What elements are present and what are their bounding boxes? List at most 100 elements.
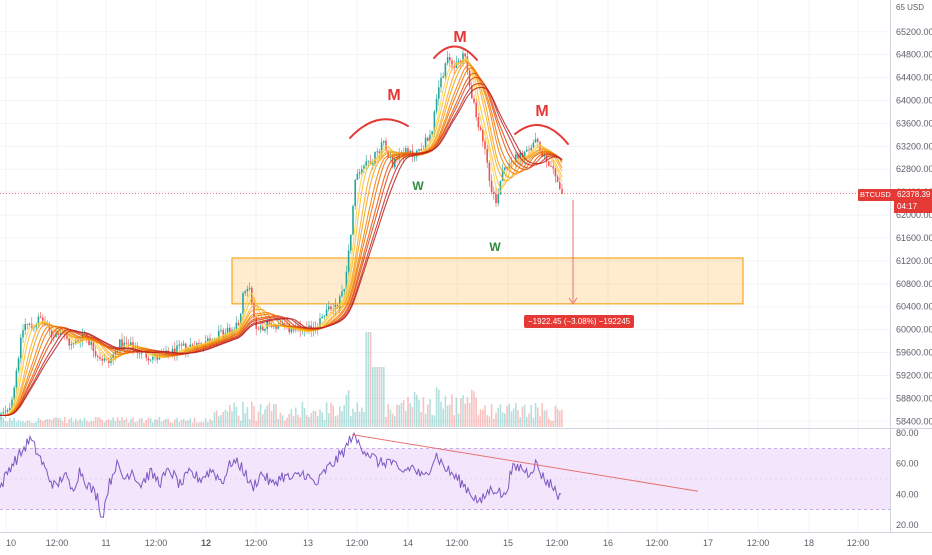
candle-body [499,181,502,195]
volume-bar [380,367,383,427]
candle-body [479,127,482,130]
volume-bar [31,422,33,427]
volume-bar [15,421,18,427]
volume-bar [143,422,145,427]
candle-body [387,150,389,158]
volume-bar [264,409,266,427]
volume-bar [372,367,374,427]
volume-bar [182,418,185,427]
volume-bar [341,411,343,427]
candle-body [561,188,563,194]
volume-bar [108,419,110,427]
volume-bar [552,420,554,427]
candle-body [442,76,444,78]
volume-bar [451,394,453,427]
volume-bar [187,420,189,427]
volume-bar [521,406,524,427]
volume-bar [411,407,414,427]
volume-bar [224,409,227,427]
volume-bar [226,411,229,427]
candle-body [380,142,383,154]
volume-bar [196,422,198,427]
volume-bar [35,421,37,427]
volume-bar [306,415,308,427]
candle-body [244,291,246,294]
candle-body [152,356,154,360]
volume-bar [345,395,348,427]
pattern-annotations: M W M W M [349,29,569,254]
volume-bar [211,420,213,427]
candle-body [237,322,240,326]
candle-body [550,166,552,167]
candle-body [242,293,244,314]
candle-body [246,288,249,292]
volume-bar [114,421,117,427]
volume-bar [81,421,84,427]
volume-bar [53,417,55,427]
volume-bar [215,410,218,427]
candle-body [418,148,420,151]
time-tick-label: 12:00 [646,538,669,548]
volume-bar [409,403,411,427]
candle-body [367,160,370,162]
candle-body [264,328,266,331]
volume-bar [112,417,114,427]
volume-bar [396,404,398,427]
volume-bar [116,417,119,427]
volume-bar [497,407,499,427]
candle-body [270,325,273,327]
candle-body [119,339,121,353]
candle-body [180,344,183,346]
candle-body [46,324,48,326]
candle-body [363,165,365,170]
volume-bar [178,422,180,427]
volume-bar [484,405,486,427]
price-badge[interactable]: BTCUSD [858,189,900,201]
volume-bar [86,420,88,427]
volume-bar [156,419,158,427]
volume-bar [246,407,249,427]
volume-bar [506,406,508,427]
volume-bar [363,412,365,427]
candle-body [372,163,374,165]
volume-bar [79,418,81,427]
time-tick-label: 12:00 [747,538,770,548]
candle-body [108,359,110,364]
candle-body [101,358,103,361]
volume-bar [350,415,352,427]
volume-bar [240,420,242,427]
volume-bar [464,403,466,427]
volume-bar [343,405,345,427]
candle-body [468,70,471,86]
candle-body [466,56,469,71]
volume-bar [0,417,2,427]
volume-bar [512,408,515,427]
volume-bar [361,407,363,427]
volume-bar [508,403,510,427]
candle-body [521,153,524,161]
candle-body [440,77,442,88]
candle-body [352,206,354,235]
price-tick-label: 58400.00 [896,416,932,426]
candle-body [127,343,130,345]
candle-body [220,330,222,331]
volume-bar [526,417,528,427]
volume-bar [44,419,46,427]
volume-bar [57,418,59,427]
candle-body [431,131,433,135]
volume-bar [231,411,233,427]
volume-bar [42,421,44,427]
candle-body [262,326,264,331]
candle-body [185,343,187,351]
candle-body [541,150,543,157]
candle-body [323,316,326,317]
candle-body [48,324,51,331]
volume-bar [530,405,532,427]
candle-body [407,148,409,153]
candle-body [266,320,268,329]
volume-bar [160,421,163,427]
candle-body [347,250,350,272]
candle-body [2,412,4,414]
rsi-tick-label: 80.00 [896,428,919,438]
candle-body [488,162,491,181]
